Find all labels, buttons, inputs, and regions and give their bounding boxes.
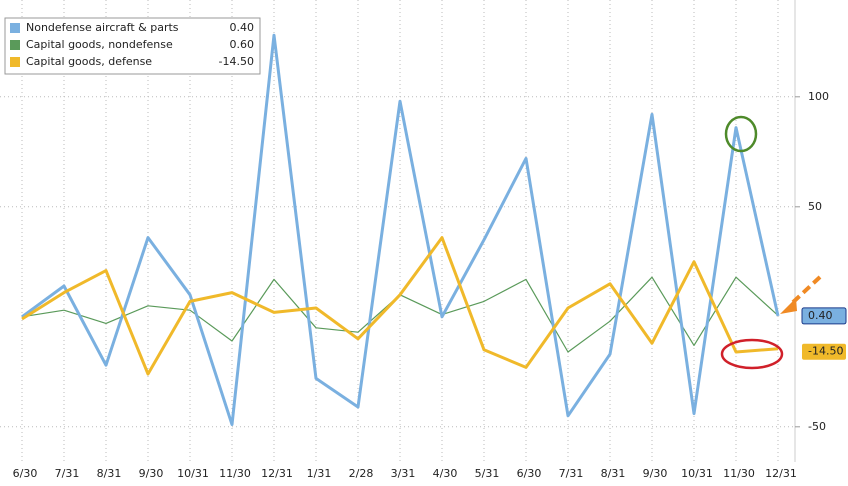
x-tick-label: 4/30 <box>433 467 458 480</box>
legend-label: Nondefense aircraft & parts <box>26 21 179 34</box>
series-line <box>21 236 779 376</box>
annotation-arrowhead <box>780 298 797 314</box>
x-tick-label: 5/31 <box>475 467 500 480</box>
legend-swatch <box>10 40 20 50</box>
x-tick-label: 6/30 <box>517 467 542 480</box>
x-tick-label: 12/31 <box>261 467 293 480</box>
legend-label: Capital goods, nondefense <box>26 38 173 51</box>
x-tick-label: 1/31 <box>307 467 332 480</box>
value-tag <box>802 343 846 360</box>
x-tick-label: 10/31 <box>681 467 713 480</box>
legend-value: 0.60 <box>230 38 255 51</box>
series-line <box>21 33 780 427</box>
x-tick-label: 7/31 <box>55 467 80 480</box>
value-tag <box>801 307 847 325</box>
x-tick-label: 3/31 <box>391 467 416 480</box>
legend: Nondefense aircraft & parts 0.40 Capital g… <box>10 21 254 68</box>
x-tick-label: 10/31 <box>177 467 209 480</box>
x-tick-label: 9/30 <box>643 467 668 480</box>
annotation-circle <box>724 115 758 153</box>
x-tick-label: 11/30 <box>219 467 251 480</box>
x-tick-label: 8/31 <box>601 467 626 480</box>
annotation-ellipse <box>720 338 784 370</box>
y-tick-label: 50 <box>808 200 822 213</box>
legend-swatch <box>10 57 20 67</box>
legend-swatch <box>10 23 20 33</box>
legend-label: Capital goods, defense <box>26 55 152 68</box>
value-tag-label: -14.50 <box>808 345 843 358</box>
legend-box <box>4 17 261 75</box>
x-tick-label: 11/30 <box>723 467 755 480</box>
legend-value: 0.40 <box>230 21 255 34</box>
y-tick-label: 100 <box>808 90 829 103</box>
x-tick-label: 7/31 <box>559 467 584 480</box>
x-tick-label: 2/28 <box>349 467 374 480</box>
x-tick-label: 12/31 <box>765 467 797 480</box>
x-tick-label: 9/30 <box>139 467 164 480</box>
x-tick-label: 8/31 <box>97 467 122 480</box>
x-tick-label: 6/30 <box>13 467 38 480</box>
value-tag-label: 0.40 <box>808 309 833 322</box>
legend-value: -14.50 <box>219 55 254 68</box>
y-tick-label: -50 <box>808 420 826 433</box>
